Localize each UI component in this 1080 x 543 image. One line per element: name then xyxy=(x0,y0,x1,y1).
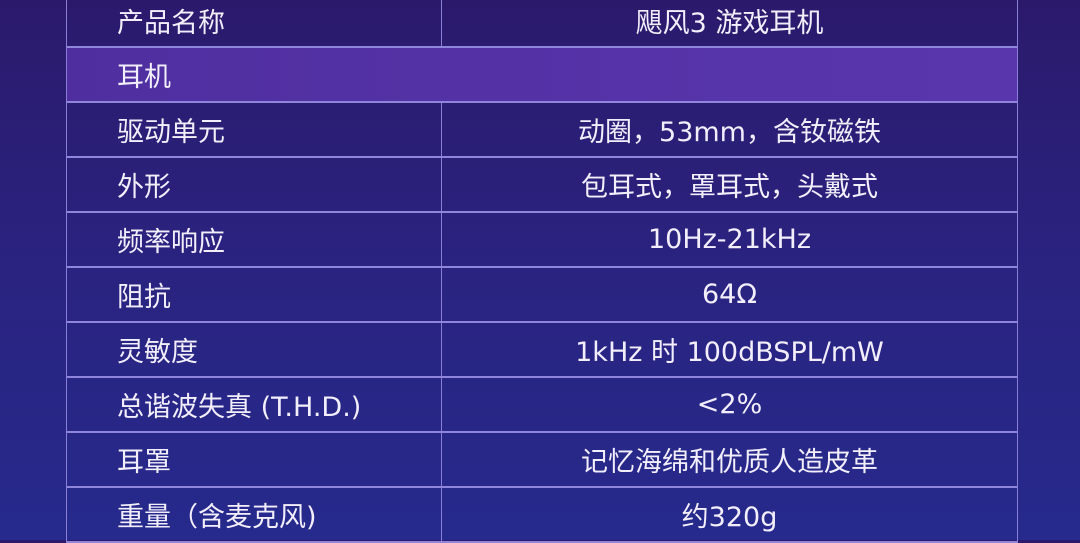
spec-value: 10Hz-21kHz xyxy=(647,224,812,255)
spec-value: 包耳式，罩耳式，头戴式 xyxy=(581,172,878,203)
spec-label: 灵敏度 xyxy=(67,323,442,376)
section-header-row: 耳机 xyxy=(67,48,1017,103)
spec-value: 64Ω xyxy=(702,279,757,310)
table-row: 频率响应 10Hz-21kHz xyxy=(67,213,1017,268)
table-row: 耳罩 记忆海绵和优质人造皮革 xyxy=(67,433,1017,488)
spec-label: 外形 xyxy=(67,158,442,211)
spec-label: 产品名称 xyxy=(67,0,442,46)
spec-label: 重量（含麦克风) xyxy=(67,488,442,541)
spec-value: 1kHz 时 100dBSPL/mW xyxy=(575,337,884,368)
section-title: 耳机 xyxy=(117,62,171,93)
table-row: 驱动单元 动圈，53mm，含钕磁铁 xyxy=(67,103,1017,158)
spec-value: 约320g xyxy=(681,502,778,533)
spec-value: 记忆海绵和优质人造皮革 xyxy=(581,447,878,478)
spec-label: 总谐波失真 (T.H.D.) xyxy=(67,378,442,431)
table-row: 总谐波失真 (T.H.D.) <2% xyxy=(67,378,1017,433)
table-row: 灵敏度 1kHz 时 100dBSPL/mW xyxy=(67,323,1017,378)
table-row: 阻抗 64Ω xyxy=(67,268,1017,323)
spec-value: 动圈，53mm，含钕磁铁 xyxy=(578,117,881,148)
spec-label: 阻抗 xyxy=(67,268,442,321)
spec-label: 频率响应 xyxy=(67,213,442,266)
spec-value: <2% xyxy=(696,389,763,420)
spec-value: 飓风3 游戏耳机 xyxy=(635,7,824,39)
table-row: 重量（含麦克风) 约320g xyxy=(67,488,1017,543)
spec-label: 驱动单元 xyxy=(67,103,442,156)
spec-label: 耳罩 xyxy=(67,433,442,486)
spec-table: 产品名称 飓风3 游戏耳机 耳机 驱动单元 动圈，53mm，含钕磁铁外形 包耳式，罩… xyxy=(66,0,1018,543)
table-row-product-name: 产品名称 飓风3 游戏耳机 xyxy=(67,0,1017,48)
table-row: 外形 包耳式，罩耳式，头戴式 xyxy=(67,158,1017,213)
